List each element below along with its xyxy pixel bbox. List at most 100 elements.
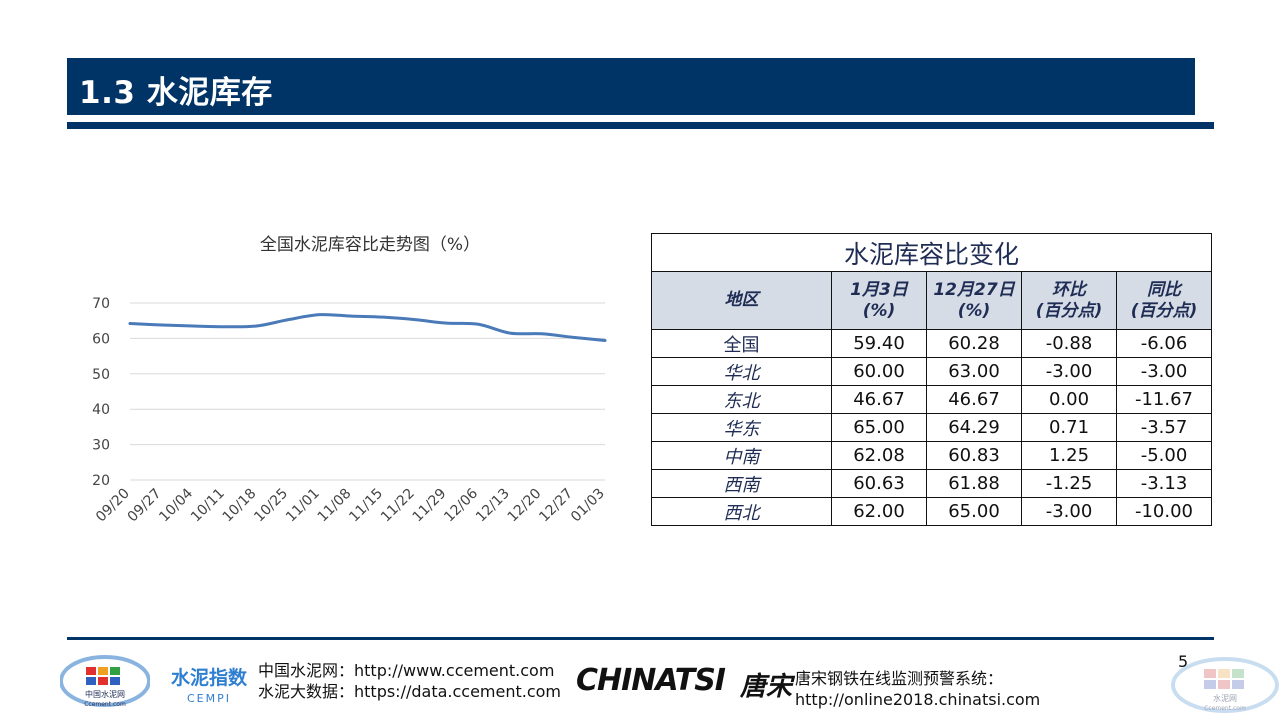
- data-point: [192, 324, 195, 328]
- value-cell-jan3: 65.00: [831, 413, 927, 442]
- table-header-cell: 同比 (百分点): [1116, 271, 1212, 330]
- table-row: 华东 65.00 64.29 0.71 -3.57: [651, 413, 1212, 442]
- title-underline: [67, 122, 1214, 129]
- data-point: [382, 315, 385, 319]
- cempi-logo-text: 水泥指数: [171, 666, 248, 689]
- data-point: [128, 322, 132, 325]
- chinatsi-links: 唐宋钢铁在线监测预警系统： http://online2018.chinatsi…: [795, 668, 1040, 710]
- table-row: 西南 60.63 61.88 -1.25 -3.13: [651, 469, 1212, 498]
- data-point: [223, 325, 227, 328]
- x-tick-label: 12/13: [473, 486, 513, 526]
- data-point: [413, 318, 417, 321]
- table-header-cell: 1月3日 (%): [831, 271, 927, 330]
- corner-watermark-logo: 水泥网 Ccement.com: [1171, 657, 1279, 713]
- x-tick-label: 12/27: [536, 486, 576, 526]
- table-row: 全国 59.40 60.28 -0.88 -6.06: [651, 329, 1212, 358]
- value-cell-mom: -3.00: [1021, 357, 1117, 386]
- x-tick-label: 11/22: [378, 486, 418, 526]
- cempi-logo: 水泥指数 CEMPI: [171, 666, 248, 705]
- data-point: [477, 323, 480, 326]
- value-cell-yoy: -6.06: [1116, 329, 1212, 358]
- table-header-line2: (百分点): [1035, 300, 1103, 321]
- slide-title-bar: 1.3 水泥库存: [67, 58, 1195, 115]
- line-chart: 20 30 40 50 60 70 09/2009/2710/0410/1110/1810/…: [92, 296, 608, 526]
- table-header-cell: 环比 (百分点): [1021, 271, 1117, 330]
- x-tick-label: 01/03: [568, 486, 608, 526]
- table-header-line2: (%): [957, 300, 991, 321]
- table-header-line1: 地区: [724, 290, 759, 310]
- ccement-data-link[interactable]: 水泥大数据：https://data.ccement.com: [258, 682, 562, 701]
- footer-rule: [67, 637, 1214, 640]
- y-tick-label: 60: [92, 331, 110, 347]
- value-cell-dec27: 60.83: [926, 441, 1022, 470]
- series-line: [128, 313, 607, 343]
- value-cell-mom: 0.00: [1021, 385, 1117, 414]
- table-body: 全国 59.40 60.28 -0.88 -6.06 华北 60.00 63.00 -3.00-…: [651, 329, 1212, 526]
- x-tick-label: 10/04: [156, 485, 196, 525]
- stock-ratio-table-wrap: 水泥库容比变化 地区 1月3日 (%) 12月27日 (%) 环比 (百分点) 同比 (百分点)…: [651, 233, 1212, 526]
- chinatsi-system-label: 唐宋钢铁在线监测预警系统：: [795, 669, 1004, 688]
- value-cell-mom: -1.25: [1021, 469, 1117, 498]
- ccement-logo: 中国水泥网 Ccement.com: [60, 655, 150, 708]
- value-cell-dec27: 64.29: [926, 413, 1022, 442]
- value-cell-jan3: 62.08: [831, 441, 927, 470]
- page-number: 5: [1178, 652, 1189, 671]
- value-cell-yoy: -3.00: [1116, 357, 1212, 386]
- data-point: [255, 324, 258, 328]
- data-point: [160, 323, 163, 327]
- value-cell-mom: 0.71: [1021, 413, 1117, 442]
- region-cell: 东北: [651, 385, 832, 414]
- value-cell-dec27: 63.00: [926, 357, 1022, 386]
- x-tick-label: 09/27: [125, 486, 165, 526]
- ccement-logo-sub: Ccement.com: [84, 701, 126, 708]
- table-header-line2: (%): [862, 300, 896, 321]
- x-tick-label: 12/06: [441, 485, 481, 525]
- x-tick-label: 10/18: [220, 486, 260, 526]
- cempi-logo-sub: CEMPI: [187, 692, 231, 705]
- value-cell-jan3: 62.00: [831, 497, 927, 526]
- chart-title: 全国水泥库容比走势图（%）: [259, 235, 481, 255]
- y-tick-label: 70: [92, 296, 110, 312]
- data-point: [572, 336, 575, 339]
- value-cell-jan3: 59.40: [831, 329, 927, 358]
- data-point: [287, 318, 290, 321]
- x-tick-label: 11/01: [283, 486, 323, 526]
- value-cell-yoy: -3.57: [1116, 413, 1212, 442]
- value-cell-jan3: 60.00: [831, 357, 927, 386]
- data-point: [445, 321, 448, 325]
- ccement-logo-text: 中国水泥网: [85, 689, 125, 699]
- data-point: [508, 331, 512, 335]
- region-cell: 华北: [651, 357, 832, 386]
- value-cell-mom: -0.88: [1021, 329, 1117, 358]
- value-cell-dec27: 65.00: [926, 497, 1022, 526]
- y-tick-label: 20: [92, 473, 110, 489]
- value-cell-yoy: -10.00: [1116, 497, 1212, 526]
- region-cell: 中南: [651, 441, 832, 470]
- value-cell-dec27: 60.28: [926, 329, 1022, 358]
- table-header-cell: 地区: [651, 271, 832, 330]
- value-cell-yoy: -5.00: [1116, 441, 1212, 470]
- chinatsi-online-link[interactable]: http://online2018.chinatsi.com: [795, 690, 1041, 709]
- data-point: [318, 313, 322, 316]
- corner-logo-sub: Ccement.com: [1204, 705, 1246, 712]
- x-tick-label: 09/20: [93, 486, 133, 526]
- x-tick-label: 10/25: [251, 486, 291, 526]
- table-header-line2: (百分点): [1130, 300, 1198, 321]
- stock-ratio-table: 水泥库容比变化 地区 1月3日 (%) 12月27日 (%) 环比 (百分点) 同比 (百分点)…: [651, 233, 1212, 526]
- chinatsi-logo-cn: 唐宋: [740, 672, 793, 702]
- value-cell-mom: 1.25: [1021, 441, 1117, 470]
- ccement-site-link[interactable]: 中国水泥网：http://www.ccement.com: [258, 661, 555, 680]
- table-header-row: 地区 1月3日 (%) 12月27日 (%) 环比 (百分点) 同比 (百分点): [651, 271, 1212, 330]
- table-header-line1: 环比: [1052, 279, 1086, 300]
- x-tick-label: 11/08: [315, 486, 355, 526]
- x-tick-label: 10/11: [188, 486, 228, 526]
- ccement-links: 中国水泥网：http://www.ccement.com 水泥大数据：https…: [258, 660, 561, 702]
- value-cell-mom: -3.00: [1021, 497, 1117, 526]
- table-row: 中南 62.08 60.83 1.25 -5.00: [651, 441, 1212, 470]
- y-tick-label: 50: [92, 367, 110, 383]
- x-tick-label: 11/15: [346, 486, 386, 526]
- table-row: 东北 46.67 46.67 0.00 -11.67: [651, 385, 1212, 414]
- value-cell-dec27: 61.88: [926, 469, 1022, 498]
- data-point: [603, 339, 607, 342]
- y-tick-label: 30: [92, 438, 110, 454]
